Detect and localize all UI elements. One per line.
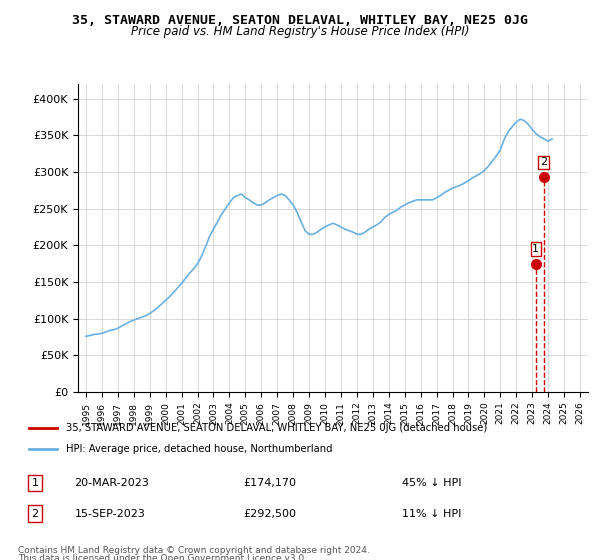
Text: £174,170: £174,170 [244,478,296,488]
Text: £292,500: £292,500 [244,508,296,519]
Text: 11% ↓ HPI: 11% ↓ HPI [401,508,461,519]
Text: 2: 2 [31,508,38,519]
Text: 35, STAWARD AVENUE, SEATON DELAVAL, WHITLEY BAY, NE25 0JG (detached house): 35, STAWARD AVENUE, SEATON DELAVAL, WHIT… [66,423,487,433]
Text: 15-SEP-2023: 15-SEP-2023 [74,508,145,519]
Text: Contains HM Land Registry data © Crown copyright and database right 2024.: Contains HM Land Registry data © Crown c… [18,546,370,555]
Text: 2: 2 [540,157,547,167]
Text: 1: 1 [532,244,539,254]
Text: 20-MAR-2023: 20-MAR-2023 [74,478,149,488]
Text: This data is licensed under the Open Government Licence v3.0.: This data is licensed under the Open Gov… [18,554,307,560]
Text: 1: 1 [31,478,38,488]
Text: HPI: Average price, detached house, Northumberland: HPI: Average price, detached house, Nort… [66,444,332,454]
Text: 45% ↓ HPI: 45% ↓ HPI [401,478,461,488]
Text: 35, STAWARD AVENUE, SEATON DELAVAL, WHITLEY BAY, NE25 0JG: 35, STAWARD AVENUE, SEATON DELAVAL, WHIT… [72,14,528,27]
Text: Price paid vs. HM Land Registry's House Price Index (HPI): Price paid vs. HM Land Registry's House … [131,25,469,38]
